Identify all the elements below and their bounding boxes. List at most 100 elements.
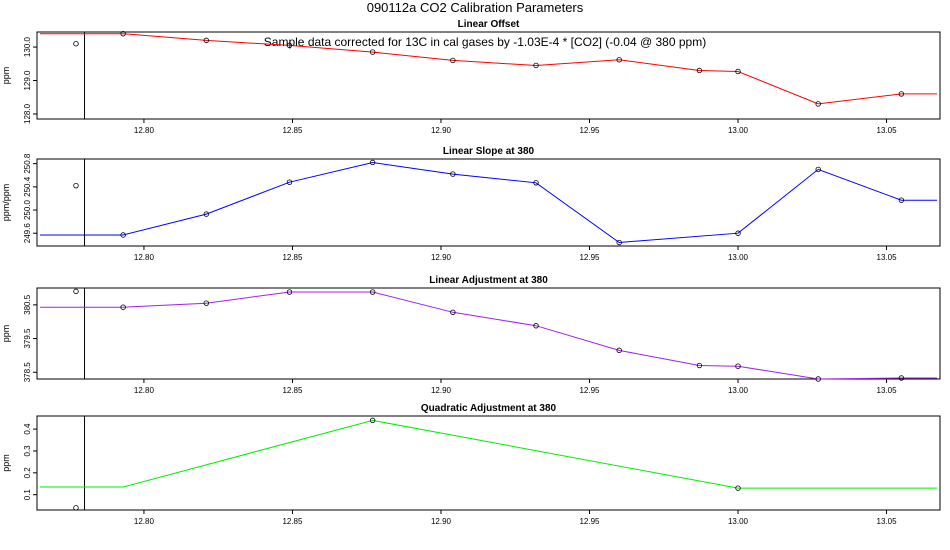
y-tick-label: 128.0 [23,103,32,124]
series-line [40,33,937,105]
data-point [815,101,821,107]
x-tick-label: 12.85 [282,126,303,135]
x-tick-label: 12.80 [134,253,155,262]
x-tick-label: 13.00 [728,517,749,526]
y-tick-label: 249.6 [23,223,32,244]
x-tick-label: 13.00 [728,253,749,262]
data-point [898,91,905,97]
x-tick-label: 13.00 [728,386,749,395]
data-point [696,362,703,369]
extra-point [73,288,79,295]
x-tick-label: 12.90 [431,253,452,262]
x-tick-label: 12.95 [579,253,600,262]
x-tick-label: 12.85 [282,386,303,395]
x-tick-label: 13.05 [877,386,898,395]
x-tick-label: 13.05 [877,126,898,135]
y-tick-label: 378.5 [23,362,32,383]
x-tick-label: 12.80 [134,386,155,395]
data-point [286,289,293,295]
data-point [735,230,741,236]
y-tick-label: 250.0 [23,199,32,220]
plot-frame [36,158,941,247]
data-point [120,30,126,37]
x-tick-label: 12.95 [579,126,600,135]
data-point [735,363,741,369]
x-tick-label: 12.90 [431,517,452,526]
data-point [533,180,539,186]
data-point [533,323,539,329]
chart-panel-3: Linear Adjustment at 380 12.80 12.85 12.90 1… [1,275,941,395]
x-tick-label: 13.05 [877,253,898,262]
y-tick-label: 379.5 [23,328,32,349]
y-tick-label: 0.3 [23,445,32,457]
extra-point [73,505,79,511]
data-point [735,485,741,491]
chart-panel-1: Linear Offset 12.80 12.85 12.90 12.95 13.00 13… [1,19,941,135]
data-point [450,309,456,315]
data-point [616,239,622,246]
data-point [533,62,539,69]
data-point [450,57,456,64]
panel-title: Quadratic Adjustment at 380 [421,403,557,414]
data-point [120,304,126,310]
y-tick-label: 130.0 [23,37,32,58]
data-point [735,68,741,75]
correction-annotation: Sample data corrected for 13C in cal gas… [264,35,706,49]
x-tick-label: 12.85 [282,517,303,526]
y-axis-label: ppm/ppm [1,184,11,222]
data-point [616,347,622,354]
x-tick-label: 12.85 [282,253,303,262]
series-line [40,419,937,489]
y-axis-label: ppm [1,454,11,472]
panel-title: Linear Slope at 380 [443,146,535,157]
figure-title: 090112a CO2 Calibration Parameters [367,0,584,15]
data-point [898,375,905,381]
plot-frame [36,31,941,120]
data-point [369,417,376,424]
extra-point [73,182,79,189]
data-point [369,49,376,55]
y-tick-label: 0.1 [23,489,32,501]
data-point [898,197,905,203]
series-line [40,291,937,380]
y-tick-label: 250.4 [23,176,32,197]
y-tick-label: 0.4 [23,423,32,435]
data-point [203,300,210,306]
panel-title: Linear Offset [458,19,520,30]
panel-title: Linear Adjustment at 380 [429,275,548,286]
x-tick-label: 12.90 [431,126,452,135]
data-point [286,42,293,49]
data-point [286,179,293,185]
x-tick-label: 12.95 [579,517,600,526]
x-tick-label: 12.80 [134,517,155,526]
extra-point [73,41,79,47]
data-point [815,376,821,382]
x-tick-label: 13.00 [728,126,749,135]
x-tick-label: 12.95 [579,386,600,395]
y-tick-label: 0.2 [23,467,32,479]
data-point [203,211,210,217]
data-point [120,232,126,238]
data-point [616,57,622,63]
y-axis-label: ppm [1,67,11,85]
plot-frame [36,287,941,380]
data-point [815,166,821,173]
data-point [369,159,376,166]
y-axis-label: ppm [1,325,11,343]
series-line [40,161,937,244]
chart-panels: Linear Offset 12.80 12.85 12.90 12.95 13.00 13… [1,19,941,526]
x-tick-label: 13.05 [877,517,898,526]
x-tick-label: 12.80 [134,126,155,135]
y-tick-label: 250.8 [23,153,32,174]
y-tick-label: 380.5 [23,294,32,315]
data-point [203,37,210,44]
data-point [696,67,703,74]
chart-panel-4: Quadratic Adjustment at 380 12.80 12.85 12.… [1,403,941,526]
y-tick-label: 129.0 [23,70,32,91]
chart-panel-2: Linear Slope at 380 12.80 12.85 12.90 12.95 1… [1,146,941,262]
data-point [369,289,376,295]
x-tick-label: 12.90 [431,386,452,395]
plot-frame [36,415,941,511]
data-point [450,171,456,177]
